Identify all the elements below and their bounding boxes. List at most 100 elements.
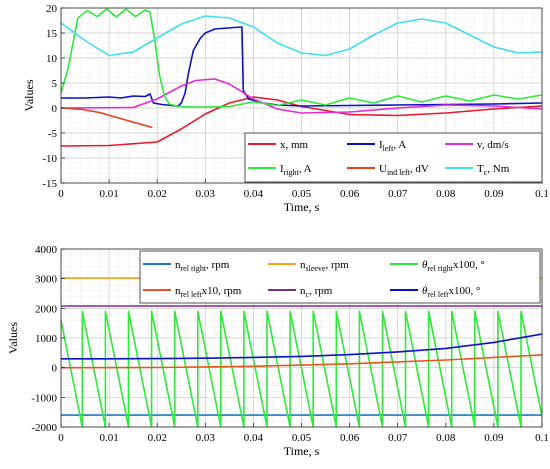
series-line-3 bbox=[61, 78, 542, 114]
legend-label-2: Ileft, A bbox=[379, 139, 406, 153]
y-tick-label: 5 bbox=[52, 78, 58, 90]
y-tick-label: 1000 bbox=[35, 333, 58, 345]
series-line-6 bbox=[61, 333, 542, 360]
x-axis-label: Time, s bbox=[284, 200, 320, 214]
y-tick-label: 3000 bbox=[35, 274, 58, 286]
legend-label-5: Uind left, dV bbox=[379, 163, 429, 177]
legend-label-rest: x10, rpm bbox=[202, 285, 242, 297]
legend-label-main: n bbox=[175, 285, 181, 297]
legend-label-4: nrel leftx10, rpm bbox=[175, 285, 242, 299]
legend-label-rest: , A bbox=[299, 163, 312, 175]
legend-label-main: v, dm/s bbox=[477, 139, 509, 151]
legend-label-2: nsleeve, rpm bbox=[300, 259, 349, 273]
legend-label-main: θ bbox=[422, 285, 428, 297]
x-tick-label: 0.05 bbox=[292, 188, 312, 200]
legend-box bbox=[139, 250, 541, 304]
chart-1: 0 0.01 0.02 0.03 0.04 0.05 0.06 0.07 0.08 0.09 0.1… bbox=[22, 3, 549, 214]
chart-2: 0 0.01 0.02 0.03 0.04 0.05 0.06 0.07 0.08 0.09 0.1… bbox=[6, 244, 549, 458]
legend: nrel right, rpm nsleeve, rpm θrel rightx10… bbox=[139, 250, 541, 304]
series-line-2 bbox=[61, 26, 542, 107]
y-tick-label: -15 bbox=[42, 178, 57, 190]
legend-label-sub: rel right bbox=[427, 264, 453, 273]
y-tick-label: -1000 bbox=[31, 392, 57, 404]
x-tick-label: 0.07 bbox=[388, 432, 408, 444]
legend-label-main: U bbox=[379, 163, 387, 175]
x-tick-label: 0 bbox=[58, 432, 64, 444]
legend-label-sub: c bbox=[484, 168, 488, 177]
x-tick-label: 0.09 bbox=[484, 432, 504, 444]
x-tick-label: 0.06 bbox=[340, 188, 360, 200]
legend-label-main: I bbox=[280, 163, 284, 175]
legend-label-main: n bbox=[300, 285, 306, 297]
y-tick-label: 20 bbox=[46, 3, 58, 15]
legend-label-6: θrel leftx100, ° bbox=[422, 285, 480, 299]
series-group bbox=[61, 8, 542, 147]
legend-label-rest: , rpm bbox=[326, 259, 350, 271]
y-axis-label: Values bbox=[22, 79, 36, 111]
series-line-4 bbox=[61, 354, 542, 369]
legend-label-rest: x100, ° bbox=[453, 259, 485, 271]
legend-label-6: Tc, Nm bbox=[477, 163, 510, 177]
x-axis-label: Time, s bbox=[284, 444, 320, 458]
x-tick-label: 0.03 bbox=[196, 432, 216, 444]
x-tick-label: 0.07 bbox=[388, 188, 408, 200]
series-line-4 bbox=[61, 8, 542, 108]
legend-label-main: θ bbox=[422, 259, 428, 271]
x-tick-label: 0.02 bbox=[148, 188, 167, 200]
y-tick-label: 10 bbox=[46, 53, 58, 65]
legend-label-4: Iright, A bbox=[280, 163, 312, 177]
y-tick-label: -5 bbox=[48, 128, 58, 140]
y-tick-label: 0 bbox=[52, 363, 58, 375]
legend-label-main: n bbox=[175, 259, 181, 271]
y-tick-label: -10 bbox=[42, 153, 57, 165]
legend-label-1: x, mm bbox=[280, 139, 309, 151]
x-tick-label: 0.08 bbox=[436, 432, 456, 444]
legend-label-rest: , rpm bbox=[309, 285, 333, 297]
legend-label-rest: , Nm bbox=[487, 163, 509, 175]
legend-label-rest: , rpm bbox=[206, 259, 230, 271]
y-tick-label: 4000 bbox=[35, 244, 58, 256]
y-tick-label: 2000 bbox=[35, 303, 58, 315]
legend-label-sub: c bbox=[306, 290, 310, 299]
x-tick-label: 0.02 bbox=[148, 432, 167, 444]
series-line-6 bbox=[61, 15, 542, 57]
series-line-3 bbox=[61, 310, 542, 427]
x-tick-label: 0.04 bbox=[244, 188, 264, 200]
x-tick-label: 0.04 bbox=[244, 432, 264, 444]
legend-label-main: T bbox=[477, 163, 484, 175]
legend-label-sub: sleeve bbox=[306, 264, 326, 273]
legend-label-sub: rel right bbox=[181, 264, 207, 273]
legend-label-rest: , dV bbox=[410, 163, 429, 175]
x-tick-label: 0.09 bbox=[484, 188, 504, 200]
y-tick-label: 0 bbox=[52, 103, 58, 115]
legend-label-1: nrel right, rpm bbox=[175, 259, 230, 273]
x-tick-label: 0.01 bbox=[99, 432, 118, 444]
series-line-1 bbox=[61, 96, 542, 147]
x-tick-label: 0.03 bbox=[196, 188, 216, 200]
legend-label-sub: rel left bbox=[181, 290, 203, 299]
legend-label-sub: left bbox=[383, 144, 394, 153]
legend-label-rest: , A bbox=[393, 139, 406, 151]
x-tick-label: 0.1 bbox=[535, 188, 549, 200]
legend-label-3: v, dm/s bbox=[477, 139, 509, 151]
x-tick-label: 0.01 bbox=[99, 188, 118, 200]
x-tick-label: 0.1 bbox=[535, 432, 549, 444]
x-tick-label: 0.06 bbox=[340, 432, 360, 444]
series-line-5 bbox=[61, 107, 153, 129]
legend-label-main: I bbox=[379, 139, 383, 151]
legend-box bbox=[244, 132, 543, 183]
y-tick-label: 15 bbox=[46, 28, 58, 40]
legend-label-rest: x100, ° bbox=[449, 285, 481, 297]
x-tick-label: 0.08 bbox=[436, 188, 456, 200]
legend-label-5: nc, rpm bbox=[300, 285, 333, 299]
legend-label-sub: right bbox=[284, 168, 300, 177]
y-axis-label: Values bbox=[6, 322, 20, 354]
legend-label-sub: ind left bbox=[387, 168, 411, 177]
x-tick-label: 0 bbox=[58, 188, 64, 200]
x-tick-label: 0.05 bbox=[292, 432, 312, 444]
legend-label-3: θrel rightx100, ° bbox=[422, 259, 485, 273]
legend-label-main: n bbox=[300, 259, 306, 271]
y-tick-label: -2000 bbox=[31, 422, 57, 434]
